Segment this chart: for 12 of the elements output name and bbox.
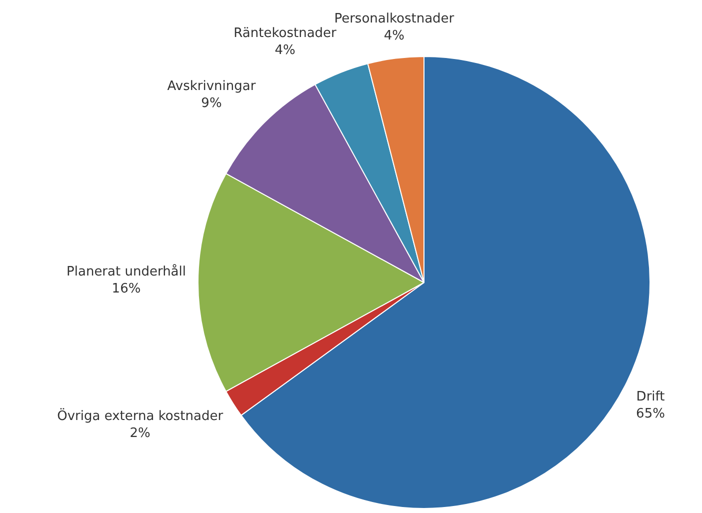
slice-label: Planerat underhåll bbox=[66, 263, 186, 280]
data-label: 2% bbox=[130, 426, 150, 441]
slice-label: Drift bbox=[636, 389, 665, 404]
data-label: 65% bbox=[636, 406, 665, 422]
data-label: 16% bbox=[112, 281, 141, 296]
data-label: 4% bbox=[384, 28, 404, 44]
slice-label: Personalkostnader bbox=[334, 11, 455, 26]
slice-label: Övriga externa kostnader bbox=[57, 408, 224, 424]
slice-label: Avskrivningar bbox=[167, 79, 256, 94]
data-label: 9% bbox=[201, 96, 222, 112]
data-label: 4% bbox=[274, 43, 296, 58]
slice-label: Räntekostnader bbox=[234, 26, 338, 42]
